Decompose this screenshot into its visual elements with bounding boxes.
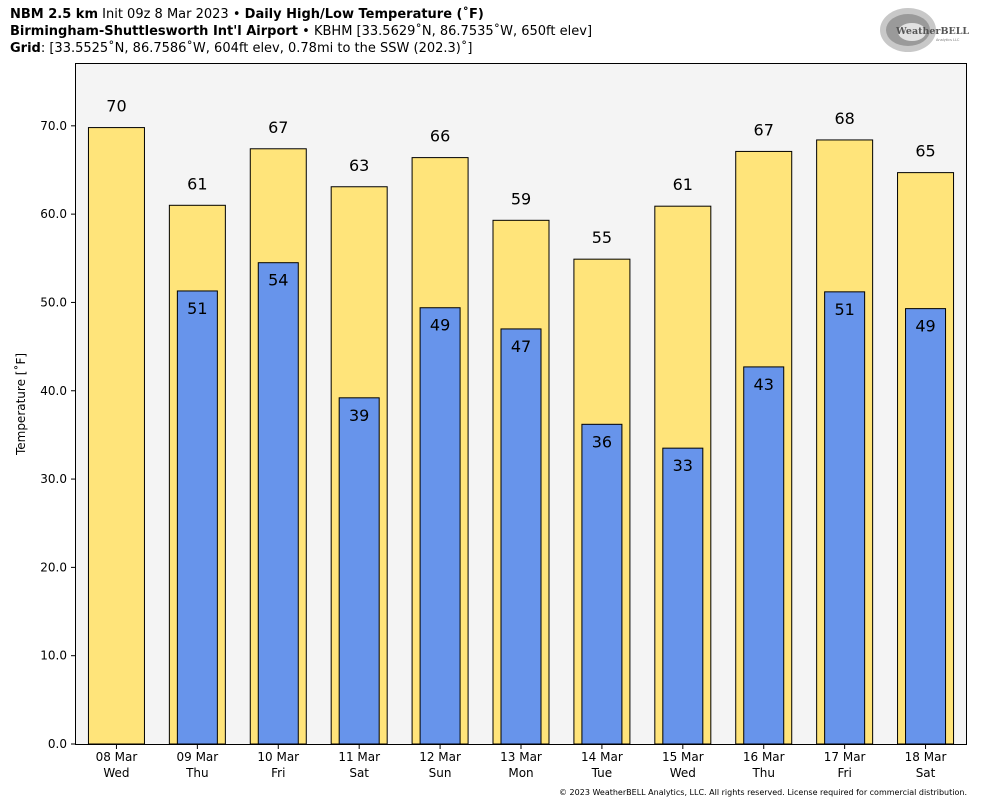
x-tick-date: 12 Mar	[419, 750, 461, 764]
separator: •	[232, 7, 241, 22]
low-temp-label: 43	[754, 375, 774, 394]
grid-label: Grid	[10, 41, 41, 56]
x-tick-date: 14 Mar	[581, 750, 623, 764]
x-tick-date: 09 Mar	[176, 750, 218, 764]
header-line-1: NBM 2.5 km Init 09z 8 Mar 2023 • Daily H…	[10, 6, 484, 23]
low-temp-label: 47	[511, 337, 531, 356]
low-temp-bar	[905, 308, 947, 745]
high-temp-bar	[87, 127, 145, 745]
x-tick-day: Fri	[837, 766, 851, 780]
high-temp-label: 63	[349, 156, 369, 175]
low-temp-label: 49	[430, 316, 450, 335]
low-temp-bar	[419, 307, 461, 745]
x-tick-day: Sun	[429, 766, 452, 780]
low-temp-label: 54	[268, 271, 288, 290]
high-temp-label: 61	[187, 174, 207, 193]
high-temp-label: 61	[673, 175, 693, 194]
logo-text: WeatherBELL	[895, 26, 969, 37]
y-tick-label: 30.0	[40, 472, 67, 486]
high-temp-label: 67	[268, 118, 288, 137]
y-tick-label: 20.0	[40, 560, 67, 574]
high-temp-label: 65	[915, 142, 935, 161]
x-tick-day: Fri	[271, 766, 285, 780]
low-temp-label: 51	[187, 299, 207, 318]
low-temp-bar	[824, 291, 866, 745]
separator: •	[302, 24, 310, 39]
high-temp-label: 70	[106, 97, 126, 116]
init-time: Init 09z 8 Mar 2023	[102, 7, 229, 22]
low-temp-label: 49	[915, 317, 935, 336]
x-tick-date: 16 Mar	[743, 750, 785, 764]
y-axis-label: Temperature [˚F]	[13, 353, 28, 456]
x-tick-date: 15 Mar	[662, 750, 704, 764]
x-tick-day: Sat	[349, 766, 369, 780]
x-tick-date: 10 Mar	[257, 750, 299, 764]
low-temp-label: 39	[349, 406, 369, 425]
header-line-3: Grid: [33.5525˚N, 86.7586˚W, 604ft elev,…	[10, 40, 472, 57]
x-tick-day: Wed	[670, 766, 696, 780]
model-name: NBM 2.5 km	[10, 7, 98, 22]
copyright-notice: © 2023 WeatherBELL Analytics, LLC. All r…	[559, 788, 967, 797]
x-tick-date: 18 Mar	[905, 750, 947, 764]
low-temp-bar	[176, 290, 218, 745]
low-temp-label: 36	[592, 432, 612, 451]
low-temp-bar	[500, 328, 542, 745]
x-tick-day: Tue	[591, 766, 613, 780]
high-temp-label: 59	[511, 189, 531, 208]
x-tick-date: 13 Mar	[500, 750, 542, 764]
x-tick-day: Sat	[916, 766, 936, 780]
low-temp-bar	[581, 423, 623, 745]
x-tick-date: 17 Mar	[824, 750, 866, 764]
grid-detail: : [33.5525˚N, 86.7586˚W, 604ft elev, 0.7…	[40, 41, 473, 56]
low-temp-bar	[257, 262, 299, 745]
station-name: Birmingham-Shuttlesworth Int'l Airport	[10, 24, 299, 39]
x-tick-day: Mon	[508, 766, 533, 780]
low-temp-label: 51	[834, 300, 854, 319]
low-temp-bar	[338, 397, 380, 745]
y-tick-label: 40.0	[40, 384, 67, 398]
y-tick-label: 0.0	[48, 737, 67, 751]
high-temp-label: 68	[834, 109, 854, 128]
x-tick-day: Thu	[185, 766, 209, 780]
low-temp-label: 33	[673, 456, 693, 475]
y-tick-label: 50.0	[40, 295, 67, 309]
x-tick-day: Wed	[103, 766, 129, 780]
low-temp-bar	[743, 366, 785, 745]
y-tick-label: 70.0	[40, 119, 67, 133]
low-temp-bar	[662, 447, 704, 745]
station-detail: KBHM [33.5629˚N, 86.7535˚W, 650ft elev]	[313, 24, 593, 39]
high-temp-label: 66	[430, 127, 450, 146]
weatherbell-logo: WeatherBELL Analytics LLC	[880, 8, 969, 52]
x-tick-day: Thu	[751, 766, 775, 780]
y-tick-label: 60.0	[40, 207, 67, 221]
x-tick-date: 08 Mar	[96, 750, 138, 764]
logo-subtext: Analytics LLC	[936, 38, 960, 42]
high-temp-label: 55	[592, 228, 612, 247]
high-temp-label: 67	[754, 120, 774, 139]
y-tick-label: 10.0	[40, 649, 67, 663]
chart-title: Daily High/Low Temperature (˚F)	[244, 7, 484, 22]
header-line-2: Birmingham-Shuttlesworth Int'l Airport •…	[10, 23, 592, 40]
x-tick-date: 11 Mar	[338, 750, 380, 764]
